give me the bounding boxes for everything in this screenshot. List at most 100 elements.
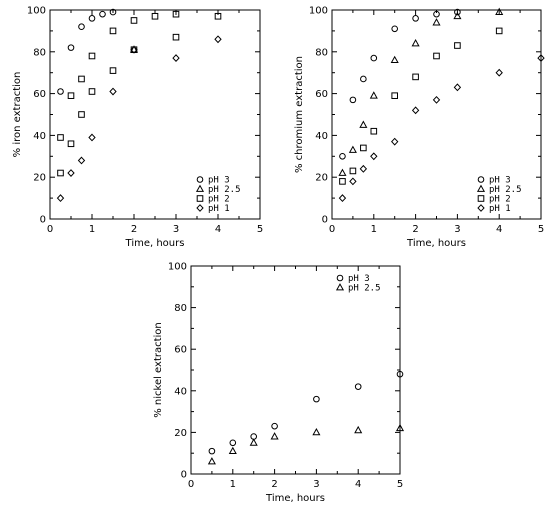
data-point (391, 25, 399, 33)
data-point (109, 8, 117, 16)
data-point (360, 144, 367, 152)
data-point (57, 134, 64, 141)
y-tick-label: 100 (168, 262, 187, 273)
data-point (229, 439, 237, 447)
legend-entry: pH 1 (489, 204, 511, 214)
legend: pH 3pH 2.5pH 2pH 1 (195, 176, 241, 214)
y-tick-label: 40 (315, 131, 328, 142)
plot-frame (190, 265, 401, 475)
data-point (338, 168, 347, 176)
data-point (109, 87, 117, 96)
x-tick-label: 1 (371, 224, 377, 235)
data-point (454, 8, 461, 16)
y-axis-label: % iron extraction (12, 72, 23, 158)
y-tick-label: 0 (322, 215, 328, 226)
data-point (433, 52, 440, 60)
data-point (207, 457, 216, 465)
nickel-extraction-chart: 0 1 2 3 4 5 0 20 40 60 80 100 Time, hours % nickel ex… (153, 262, 405, 504)
data-point (349, 96, 357, 104)
data-point (312, 427, 321, 436)
data-point (67, 169, 75, 177)
y-tick-label: 0 (40, 215, 46, 226)
x-tick-label: 3 (454, 224, 460, 235)
data-point (67, 92, 75, 99)
data-point (67, 44, 75, 51)
data-point (78, 75, 85, 83)
data-point (495, 7, 504, 15)
data-point (411, 106, 420, 115)
data-point (339, 178, 346, 185)
data-point (453, 11, 462, 20)
y-tick-label: 80 (315, 47, 328, 58)
data-point (433, 10, 440, 18)
legend-entry: pH 2 (208, 195, 230, 205)
y-tick-label: 40 (33, 131, 46, 142)
data-point (454, 42, 461, 49)
x-axis-label: Time, hours (125, 238, 185, 249)
data-point (57, 88, 64, 95)
data-point (208, 447, 216, 455)
legend-entry: pH 3 (489, 176, 511, 186)
data-point (391, 92, 398, 99)
data-point (67, 140, 75, 148)
data-point (338, 194, 347, 203)
data-point (77, 156, 86, 165)
legend-marker (196, 176, 204, 183)
data-point (412, 73, 419, 81)
y-tick-label: 60 (174, 345, 187, 356)
data-point (172, 10, 180, 18)
legend-entry: pH 3 (208, 176, 230, 186)
data-point (99, 10, 106, 18)
legend: pH 3pH 2.5pH 2pH 1 (476, 176, 522, 214)
x-tick-label: 0 (188, 479, 194, 490)
data-point (348, 145, 357, 153)
x-tick-label: 0 (329, 224, 335, 235)
x-tick-label: 1 (89, 224, 95, 235)
data-point (495, 68, 503, 77)
x-tick-label: 3 (313, 479, 319, 490)
data-point (370, 152, 378, 161)
data-point (78, 23, 85, 31)
chromium-extraction-chart: 0 1 2 3 4 5 0 20 40 60 80 100 Time, hours % chromium … (294, 6, 545, 249)
data-point (214, 35, 222, 44)
data-point (249, 438, 258, 446)
data-point (359, 120, 368, 128)
y-axis-label: % chromium extraction (294, 56, 305, 173)
data-point (432, 18, 441, 26)
legend-entry: pH 3 (348, 274, 370, 284)
data-point (354, 383, 362, 390)
data-point (270, 432, 279, 440)
data-point (370, 54, 378, 62)
data-point (411, 39, 420, 47)
x-tick-label: 5 (397, 479, 403, 490)
data-point (495, 27, 503, 35)
x-tick-label: 2 (131, 224, 137, 235)
x-axis-label: Time, hours (406, 238, 466, 249)
legend: pH 3pH 2.5 (335, 274, 381, 294)
y-tick-label: 20 (315, 173, 328, 184)
x-tick-label: 4 (215, 224, 221, 235)
data-point (370, 127, 378, 135)
data-point (313, 395, 320, 403)
x-tick-label: 1 (230, 479, 236, 490)
legend-marker (476, 184, 486, 192)
legend-marker (196, 204, 204, 212)
y-tick-label: 100 (309, 6, 328, 17)
data-point (390, 55, 399, 64)
data-point (88, 52, 96, 60)
data-point (130, 17, 138, 24)
legend-marker (336, 274, 344, 282)
legend-entry: pH 2.5 (348, 284, 381, 294)
data-point (349, 177, 357, 186)
data-point (391, 137, 399, 146)
data-point (395, 423, 405, 432)
data-point (88, 133, 96, 142)
data-point (214, 12, 222, 20)
data-point (369, 91, 378, 99)
x-axis-label: Time, hours (265, 493, 325, 504)
data-point (432, 95, 441, 104)
y-tick-label: 40 (174, 386, 187, 397)
data-point (354, 425, 363, 434)
y-tick-label: 80 (174, 303, 187, 314)
